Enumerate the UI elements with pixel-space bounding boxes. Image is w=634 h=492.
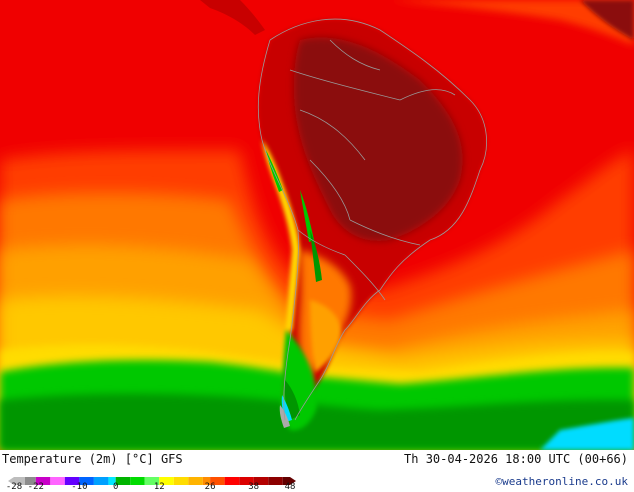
legend-swatch <box>239 477 254 485</box>
legend-right-arrow <box>290 477 296 485</box>
legend-swatch <box>144 477 160 485</box>
map-footer: Temperature (2m) [°C] GFS Th 30-04-2026 … <box>0 450 634 492</box>
legend-tick-label: -10 <box>71 482 88 492</box>
credit-link[interactable]: ©weatheronline.co.uk <box>495 475 628 488</box>
legend-swatch <box>64 477 80 485</box>
legend-swatch <box>210 477 225 485</box>
legend-tick-label: -22 <box>27 482 44 492</box>
legend-swatch <box>115 477 131 485</box>
legend-swatch <box>14 477 25 485</box>
legend-swatch <box>93 477 109 485</box>
temperature-map <box>0 0 634 450</box>
legend-swatch <box>282 477 290 485</box>
legend-swatch <box>108 477 116 485</box>
legend-tick-label: 38 <box>248 482 260 492</box>
legend-swatch <box>253 477 269 485</box>
legend-swatch <box>173 477 189 485</box>
legend-tick-label: 0 <box>112 482 119 492</box>
color-legend: -28 -22 -10 0 12 26 38 48 <box>5 472 298 492</box>
central-america-land <box>200 0 634 40</box>
legend-left-arrow <box>8 477 14 485</box>
legend-colorbar <box>8 477 296 485</box>
legend-swatch <box>24 477 36 485</box>
legend-swatch <box>224 477 240 485</box>
legend-swatch <box>202 477 211 485</box>
legend-swatch <box>159 477 174 485</box>
legend-swatch <box>79 477 94 485</box>
legend-tick-label: 26 <box>204 482 216 492</box>
legend-swatch <box>35 477 51 485</box>
legend-tick-label: 48 <box>284 482 296 492</box>
legend-swatch <box>188 477 203 485</box>
legend-tick-label: 12 <box>153 482 165 492</box>
map-canvas <box>0 0 634 450</box>
south-america-land <box>258 19 487 431</box>
legend-swatch <box>130 477 145 485</box>
legend-swatch <box>268 477 283 485</box>
legend-tick-label: -28 <box>5 482 23 492</box>
map-title: Temperature (2m) [°C] GFS <box>2 452 183 466</box>
valid-time: Th 30-04-2026 18:00 UTC (00+66) <box>404 452 628 466</box>
country-borders <box>257 18 487 421</box>
legend-swatch <box>50 477 65 485</box>
